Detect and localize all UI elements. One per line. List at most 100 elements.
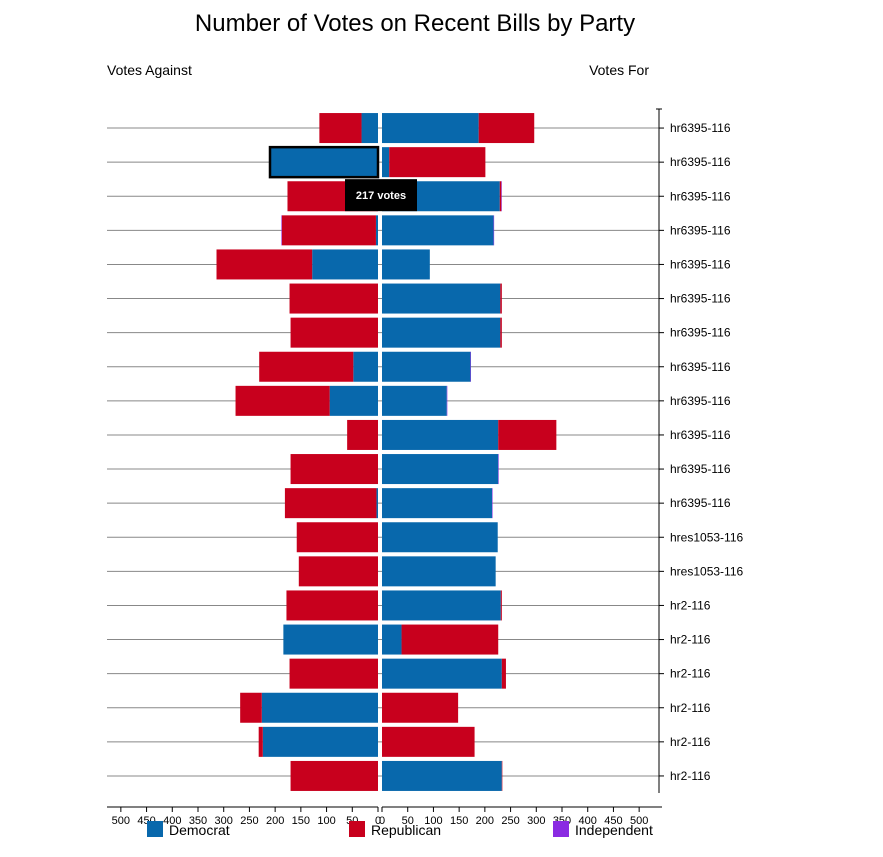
x-tick-label: 100 bbox=[317, 815, 335, 827]
bar-against-republican[interactable] bbox=[319, 113, 362, 144]
bar-against-republican[interactable] bbox=[259, 351, 354, 382]
bar-for-republican[interactable] bbox=[382, 692, 459, 723]
bar-for-republican[interactable] bbox=[500, 283, 502, 314]
x-tick-label: 0 bbox=[375, 815, 381, 827]
bar-against-democrat[interactable] bbox=[312, 249, 378, 280]
bar-against-independent[interactable] bbox=[281, 215, 282, 246]
x-tick-label: 150 bbox=[292, 815, 310, 827]
bill-axis: hr6395-116 hr6395-116 hr6395-116 hr6395-116… bbox=[656, 108, 743, 793]
bar-against-republican[interactable] bbox=[289, 658, 378, 689]
x-tick-label: 400 bbox=[163, 815, 181, 827]
bar-against-democrat[interactable] bbox=[283, 624, 378, 655]
bar-against-republican[interactable] bbox=[286, 590, 378, 621]
bar-against-democrat[interactable] bbox=[269, 147, 378, 178]
bar-for-democrat[interactable] bbox=[382, 760, 502, 791]
legend-label-republican: Republican bbox=[371, 822, 441, 838]
bar-for-democrat[interactable] bbox=[382, 317, 501, 348]
bar-for-republican[interactable] bbox=[478, 113, 535, 144]
tooltip-text: 217 votes bbox=[356, 190, 406, 202]
x-tick-label: 150 bbox=[450, 815, 468, 827]
bar-against-republican[interactable] bbox=[284, 488, 377, 519]
votes-against-label: Votes Against bbox=[107, 62, 192, 78]
bar-for-democrat[interactable] bbox=[382, 351, 471, 382]
tooltip-layer: 217 votes bbox=[268, 145, 417, 212]
bar-for-independent[interactable] bbox=[470, 351, 471, 382]
bar-against-republican[interactable] bbox=[290, 317, 378, 348]
bar-for-democrat[interactable] bbox=[382, 147, 390, 178]
bar-against-democrat[interactable] bbox=[261, 692, 378, 723]
bar-against-republican[interactable] bbox=[296, 522, 378, 553]
x-tick-label: 450 bbox=[604, 815, 622, 827]
bar-for-republican[interactable] bbox=[500, 590, 502, 621]
x-tick-label: 250 bbox=[240, 815, 258, 827]
bar-against-republican[interactable] bbox=[289, 283, 378, 314]
x-tick-label: 0 bbox=[379, 815, 385, 827]
bar-against-republican[interactable] bbox=[281, 215, 376, 246]
bill-label: hr2-116 bbox=[670, 598, 711, 612]
bill-label: hr6395-116 bbox=[670, 496, 731, 510]
x-tick-label: 500 bbox=[112, 815, 130, 827]
bar-against-democrat[interactable] bbox=[376, 488, 378, 519]
bar-for-democrat[interactable] bbox=[382, 488, 493, 519]
x-tick-label: 250 bbox=[501, 815, 519, 827]
bill-label: hr6395-116 bbox=[670, 428, 731, 442]
bar-for-republican[interactable] bbox=[500, 317, 502, 348]
bar-against-republican[interactable] bbox=[235, 385, 330, 416]
bill-label: hres1053-116 bbox=[670, 530, 743, 544]
x-tick-label: 300 bbox=[215, 815, 233, 827]
bar-for-democrat[interactable] bbox=[382, 556, 496, 587]
bar-for-republican[interactable] bbox=[389, 147, 486, 178]
bar-for-democrat[interactable] bbox=[382, 624, 402, 655]
bar-for-independent[interactable] bbox=[492, 488, 493, 519]
bar-against-republican[interactable] bbox=[290, 760, 378, 791]
bar-against-republican[interactable] bbox=[298, 556, 378, 587]
bar-for-independent[interactable] bbox=[498, 454, 499, 485]
highlighted-bar-outline bbox=[268, 145, 380, 179]
bar-for-republican[interactable] bbox=[501, 658, 506, 689]
bar-against-democrat[interactable] bbox=[353, 351, 378, 382]
bar-for-democrat[interactable] bbox=[382, 590, 501, 621]
plot-area bbox=[107, 113, 659, 791]
bar-for-democrat[interactable] bbox=[382, 215, 494, 246]
bill-label: hr6395-116 bbox=[670, 189, 731, 203]
bill-label: hr2-116 bbox=[670, 701, 711, 715]
x-tick-label: 300 bbox=[527, 815, 545, 827]
bill-label: hr6395-116 bbox=[670, 462, 731, 476]
bill-label: hr6395-116 bbox=[670, 155, 731, 169]
bar-against-democrat[interactable] bbox=[361, 113, 378, 144]
bar-for-republican[interactable] bbox=[401, 624, 499, 655]
bill-label: hr6395-116 bbox=[670, 223, 731, 237]
bar-against-republican[interactable] bbox=[290, 454, 378, 485]
bill-label: hr6395-116 bbox=[670, 292, 731, 306]
bar-against-republican[interactable] bbox=[216, 249, 313, 280]
bar-for-independent[interactable] bbox=[446, 385, 448, 416]
x-tick-label: 350 bbox=[189, 815, 207, 827]
bar-against-democrat[interactable] bbox=[329, 385, 378, 416]
bar-against-democrat[interactable] bbox=[375, 215, 378, 246]
bar-for-independent[interactable] bbox=[493, 215, 495, 246]
bar-for-democrat[interactable] bbox=[382, 522, 498, 553]
bar-for-democrat[interactable] bbox=[382, 658, 502, 689]
bar-for-democrat[interactable] bbox=[382, 113, 479, 144]
x-tick-label: 400 bbox=[579, 815, 597, 827]
bar-for-democrat[interactable] bbox=[382, 419, 499, 450]
x-tick-label: 500 bbox=[630, 815, 648, 827]
bar-against-democrat[interactable] bbox=[262, 726, 378, 757]
bar-against-republican[interactable] bbox=[347, 419, 378, 450]
bar-for-republican[interactable] bbox=[498, 419, 557, 450]
bar-for-democrat[interactable] bbox=[382, 283, 501, 314]
bar-for-democrat[interactable] bbox=[382, 385, 447, 416]
bar-for-independent[interactable] bbox=[501, 181, 502, 212]
bar-for-democrat[interactable] bbox=[382, 249, 430, 280]
chart-title: Number of Votes on Recent Bills by Party bbox=[195, 10, 635, 37]
bill-label: hres1053-116 bbox=[670, 564, 743, 578]
legend: Democrat Republican Independent bbox=[147, 821, 653, 838]
bar-for-republican[interactable] bbox=[501, 760, 503, 791]
legend-swatch-independent bbox=[553, 821, 569, 837]
bar-against-republican[interactable] bbox=[258, 726, 263, 757]
bar-for-democrat[interactable] bbox=[382, 454, 499, 485]
bar-against-republican[interactable] bbox=[240, 692, 262, 723]
bar-for-republican[interactable] bbox=[382, 726, 475, 757]
bar-for-republican[interactable] bbox=[499, 181, 502, 212]
